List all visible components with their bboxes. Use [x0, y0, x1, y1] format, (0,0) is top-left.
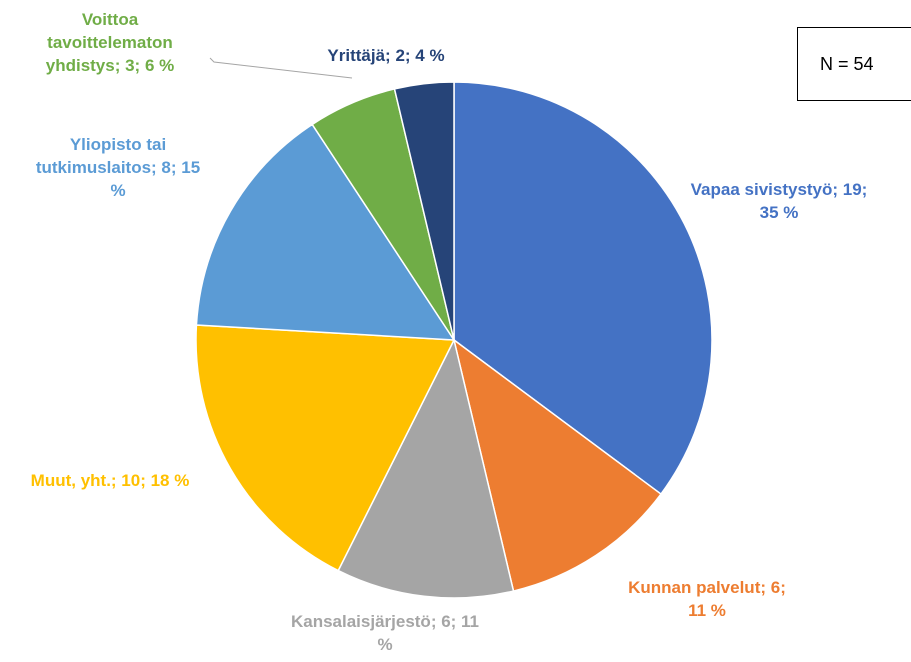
data-label: Kunnan palvelut; 6; 11 %	[628, 578, 786, 620]
data-label: Vapaa sivistystyö; 19; 35 %	[690, 180, 868, 222]
pie-slice	[452, 338, 662, 592]
data-label: Yrittäjä; 2; 4 %	[327, 46, 445, 65]
data-label: Yliopisto tai tutkimuslaitos; 8; 15 %	[35, 135, 201, 200]
data-label: Voittoa tavoittelematon yhdistys; 3; 6 %	[45, 10, 175, 75]
pie-slice	[453, 81, 713, 496]
annotation: N = 54	[797, 27, 911, 101]
pie-slice	[337, 337, 515, 599]
leader-line	[209, 57, 353, 79]
pie-slice	[195, 123, 456, 341]
data-label: Muut, yht.; 10; 18 %	[30, 471, 190, 490]
pie-slice	[393, 81, 455, 341]
pie-slice	[195, 324, 456, 572]
data-label: Kansalaisjärjestö; 6; 11 %	[290, 612, 480, 654]
